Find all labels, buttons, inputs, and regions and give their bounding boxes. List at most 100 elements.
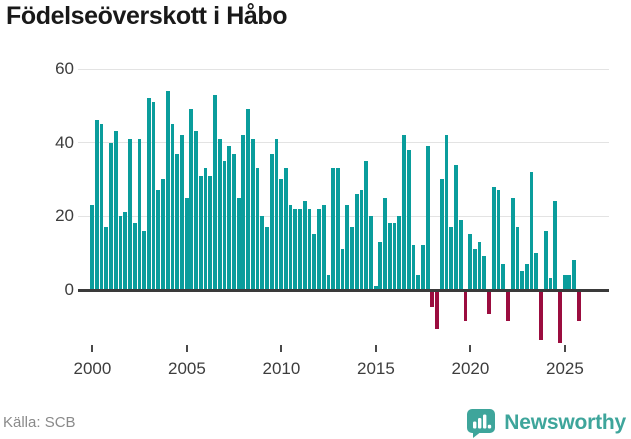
surplus-bar bbox=[302, 201, 307, 290]
surplus-bar bbox=[312, 234, 317, 290]
x-axis-tick bbox=[563, 345, 566, 352]
deficit-bar bbox=[463, 292, 468, 322]
surplus-bar bbox=[265, 227, 269, 290]
surplus-bar bbox=[293, 208, 298, 290]
surplus-bar bbox=[345, 204, 350, 290]
surplus-bar bbox=[109, 142, 113, 290]
surplus-bar bbox=[151, 102, 156, 290]
surplus-bar bbox=[222, 160, 227, 290]
surplus-bar bbox=[529, 171, 534, 290]
surplus-bar bbox=[213, 94, 217, 290]
surplus-bar bbox=[350, 227, 354, 290]
surplus-bar bbox=[326, 274, 331, 290]
x-axis-tick bbox=[280, 345, 283, 352]
surplus-bar bbox=[373, 285, 378, 290]
surplus-bar bbox=[543, 230, 548, 290]
surplus-bar bbox=[317, 208, 321, 290]
surplus-bar bbox=[118, 216, 123, 290]
y-gridline bbox=[78, 215, 609, 217]
surplus-bar bbox=[402, 135, 406, 290]
surplus-bar bbox=[331, 168, 336, 290]
surplus-bar bbox=[340, 249, 345, 290]
x-axis-tick-label: 2020 bbox=[451, 359, 490, 378]
surplus-bar bbox=[208, 175, 213, 290]
surplus-bar bbox=[501, 263, 506, 290]
surplus-bar bbox=[472, 249, 477, 290]
surplus-bar bbox=[246, 109, 250, 290]
surplus-bar bbox=[175, 153, 180, 290]
surplus-bar bbox=[524, 263, 529, 290]
x-axis-tick-label: 2010 bbox=[262, 359, 301, 378]
surplus-bar bbox=[567, 274, 572, 290]
surplus-bar bbox=[468, 234, 473, 290]
brand-name: Newsworthy bbox=[504, 411, 626, 434]
surplus-bar bbox=[236, 197, 241, 290]
newsworthy-logo-icon bbox=[466, 408, 496, 438]
source-note: Källa: SCB bbox=[3, 414, 76, 431]
surplus-bar bbox=[397, 216, 402, 290]
surplus-bar bbox=[298, 208, 302, 290]
surplus-bar bbox=[194, 131, 198, 290]
surplus-bar bbox=[227, 146, 232, 290]
surplus-bar bbox=[553, 201, 558, 290]
surplus-bar bbox=[132, 223, 137, 290]
surplus-bar bbox=[180, 135, 184, 290]
surplus-bar bbox=[260, 216, 265, 290]
surplus-bar bbox=[335, 168, 340, 290]
surplus-bar bbox=[189, 109, 194, 290]
y-axis-tick-label: 40 bbox=[55, 132, 74, 152]
surplus-bar bbox=[515, 227, 520, 290]
surplus-bar bbox=[321, 204, 326, 290]
x-axis-line bbox=[78, 288, 609, 292]
surplus-bar bbox=[99, 124, 104, 290]
surplus-bar bbox=[241, 135, 246, 290]
surplus-bar bbox=[137, 138, 142, 290]
deficit-bar bbox=[435, 292, 439, 329]
x-axis-tick bbox=[91, 345, 94, 352]
surplus-bar bbox=[378, 241, 383, 290]
surplus-bar bbox=[482, 256, 487, 290]
surplus-bar bbox=[232, 153, 236, 290]
surplus-bar bbox=[146, 98, 151, 290]
deficit-bar bbox=[558, 292, 562, 344]
deficit-bar bbox=[487, 292, 491, 315]
surplus-bar bbox=[156, 190, 161, 290]
surplus-bar bbox=[104, 227, 109, 290]
surplus-bar bbox=[161, 179, 165, 290]
surplus-bar bbox=[217, 138, 222, 290]
y-gridline bbox=[78, 142, 609, 143]
surplus-bar bbox=[165, 91, 170, 290]
surplus-bar bbox=[491, 186, 496, 290]
y-gridline bbox=[78, 68, 609, 70]
surplus-bar bbox=[392, 223, 397, 290]
surplus-bar bbox=[387, 223, 392, 290]
surplus-bar bbox=[383, 197, 387, 290]
surplus-bar bbox=[198, 175, 203, 290]
surplus-bar bbox=[439, 179, 444, 290]
surplus-bar bbox=[369, 216, 373, 290]
deficit-bar bbox=[539, 292, 543, 340]
surplus-bar bbox=[454, 164, 458, 290]
surplus-bar bbox=[184, 197, 189, 290]
deficit-bar bbox=[506, 292, 510, 322]
surplus-bar bbox=[128, 138, 132, 290]
surplus-bar bbox=[496, 190, 501, 290]
surplus-bar bbox=[170, 124, 175, 290]
x-axis-tick-label: 2000 bbox=[73, 359, 112, 378]
y-axis-tick-label: 20 bbox=[55, 206, 74, 225]
surplus-bar bbox=[354, 193, 359, 290]
surplus-bar bbox=[477, 241, 482, 290]
surplus-bar bbox=[425, 146, 430, 290]
surplus-bar bbox=[123, 212, 128, 290]
x-axis-tick bbox=[185, 345, 188, 352]
surplus-bar bbox=[274, 138, 279, 290]
surplus-bar bbox=[203, 168, 208, 290]
surplus-bar bbox=[449, 227, 454, 290]
surplus-bar bbox=[444, 135, 449, 290]
surplus-bar bbox=[279, 179, 284, 290]
surplus-bar bbox=[113, 131, 118, 290]
surplus-bar bbox=[288, 204, 293, 290]
x-axis-tick-label: 2005 bbox=[168, 359, 206, 378]
surplus-bar bbox=[520, 271, 525, 290]
